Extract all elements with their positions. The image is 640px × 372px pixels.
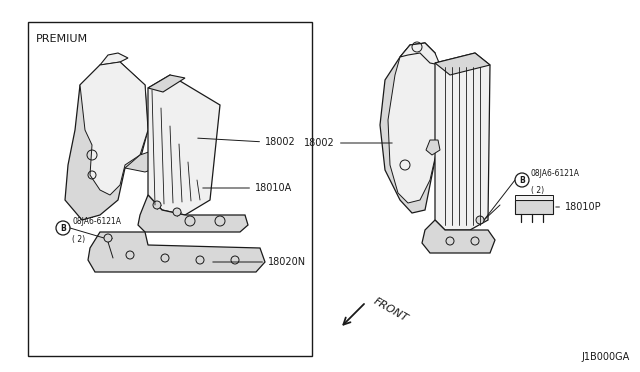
Text: J1B000GA: J1B000GA (582, 352, 630, 362)
Polygon shape (422, 220, 495, 253)
Text: FRONT: FRONT (372, 296, 410, 324)
Circle shape (153, 201, 161, 209)
Polygon shape (148, 75, 220, 215)
Text: 18020N: 18020N (212, 257, 306, 267)
Polygon shape (380, 43, 440, 213)
Bar (515, 195, 553, 200)
Polygon shape (100, 53, 128, 65)
Polygon shape (88, 232, 265, 272)
Circle shape (476, 216, 484, 224)
Polygon shape (80, 62, 148, 195)
Polygon shape (435, 53, 490, 230)
Text: 08JA6-6121A: 08JA6-6121A (531, 169, 580, 178)
Text: 18010P: 18010P (556, 202, 602, 212)
Polygon shape (388, 43, 440, 203)
Text: PREMIUM: PREMIUM (36, 34, 88, 44)
Polygon shape (125, 148, 165, 172)
Text: 18010A: 18010A (203, 183, 292, 193)
Text: ( 2): ( 2) (531, 186, 544, 195)
Polygon shape (426, 140, 440, 155)
Text: B: B (60, 224, 66, 232)
Bar (28, 22, 312, 356)
Text: 18002: 18002 (304, 138, 392, 148)
Circle shape (104, 234, 112, 242)
Text: B: B (519, 176, 525, 185)
Text: ( 2): ( 2) (72, 235, 85, 244)
Bar (515, 200, 553, 214)
Polygon shape (65, 62, 148, 220)
Text: 08JA6-6121A: 08JA6-6121A (72, 217, 121, 226)
Polygon shape (138, 195, 248, 232)
Polygon shape (435, 53, 490, 75)
Text: 18002: 18002 (198, 137, 296, 147)
Circle shape (173, 208, 181, 216)
Polygon shape (148, 75, 185, 92)
Polygon shape (400, 43, 440, 65)
